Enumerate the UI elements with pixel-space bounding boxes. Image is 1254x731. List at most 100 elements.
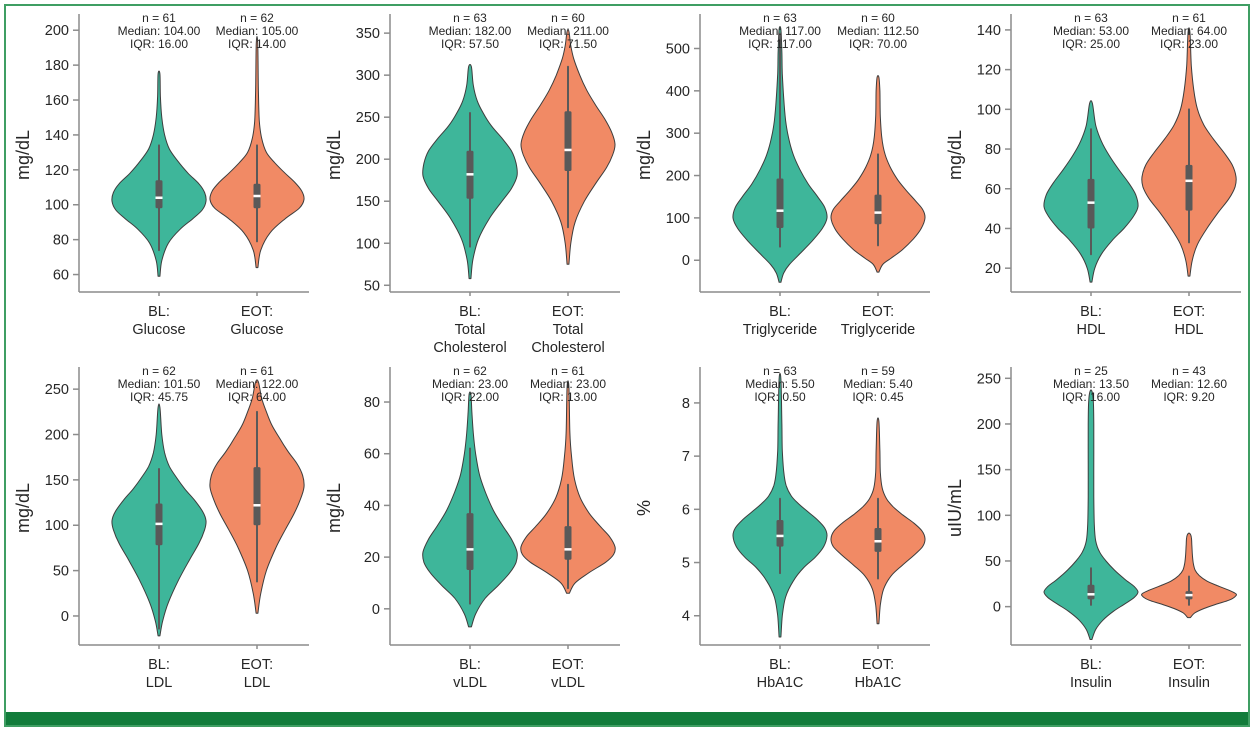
annotation-iqr: IQR: 0.45 bbox=[853, 390, 905, 404]
y-tick-label: 250 bbox=[356, 110, 380, 126]
annotation-iqr: IQR: 9.20 bbox=[1163, 390, 1215, 404]
x-tick-label: BL: bbox=[459, 657, 481, 673]
y-axis-label: % bbox=[634, 500, 654, 516]
y-tick-label: 100 bbox=[666, 211, 690, 227]
y-tick-label: 100 bbox=[45, 198, 69, 214]
y-tick-label: 60 bbox=[53, 268, 69, 284]
panel-total-cholesterol: mg/dL 50 100 150 200 250 300 350 n = 63 Median: 1… bbox=[317, 6, 628, 359]
iqr-box bbox=[155, 180, 163, 209]
panel-triglyceride: mg/dL 0 100 200 300 400 500 n = 63 Median: 117.0… bbox=[627, 6, 938, 359]
annotation-n: n = 62 bbox=[453, 364, 487, 378]
x-tick-label: Insulin bbox=[1070, 675, 1112, 691]
y-tick-label: 200 bbox=[356, 152, 380, 168]
x-tick-label: EOT: bbox=[552, 657, 584, 673]
annotation-n: n = 63 bbox=[453, 11, 487, 25]
y-tick-label: 150 bbox=[356, 194, 380, 210]
annotation-n: n = 61 bbox=[1172, 11, 1206, 25]
y-tick-label: 8 bbox=[682, 396, 690, 412]
median-dash bbox=[776, 209, 784, 212]
y-tick-label: 40 bbox=[985, 221, 1001, 237]
y-tick-label: 350 bbox=[356, 26, 380, 42]
x-tick-label: LDL bbox=[146, 675, 173, 691]
y-tick-label: 140 bbox=[977, 23, 1001, 39]
annotation-median: Median: 5.40 bbox=[844, 377, 914, 391]
panel-ldl: mg/dL 0 50 100 150 200 250 n = 62 Median: 101.50… bbox=[6, 359, 317, 712]
iqr-box bbox=[253, 467, 261, 526]
x-tick-label: BL: bbox=[769, 304, 791, 320]
annotation-iqr: IQR: 22.00 bbox=[441, 390, 499, 404]
annotation-iqr: IQR: 13.00 bbox=[539, 390, 597, 404]
y-tick-label: 100 bbox=[356, 236, 380, 252]
annotation-median: Median: 182.00 bbox=[428, 24, 511, 38]
annotation-n: n = 63 bbox=[1074, 11, 1108, 25]
y-tick-label: 20 bbox=[364, 550, 380, 566]
annotation-n: n = 25 bbox=[1074, 364, 1108, 378]
x-tick-label: Total bbox=[552, 322, 583, 338]
x-tick-label: BL: bbox=[148, 657, 170, 673]
annotation-median: Median: 64.00 bbox=[1151, 24, 1227, 38]
y-tick-label: 7 bbox=[682, 449, 690, 465]
iqr-box bbox=[1185, 164, 1193, 211]
x-tick-label: Total bbox=[454, 322, 485, 338]
y-tick-label: 120 bbox=[977, 63, 1001, 79]
y-tick-label: 80 bbox=[985, 142, 1001, 158]
y-tick-label: 200 bbox=[45, 23, 69, 39]
y-tick-label: 400 bbox=[666, 84, 690, 100]
y-tick-label: 300 bbox=[356, 68, 380, 84]
x-tick-label: BL: bbox=[1080, 304, 1102, 320]
annotation-iqr: IQR: 117.00 bbox=[748, 37, 812, 51]
x-tick-label: HDL bbox=[1174, 322, 1203, 338]
x-tick-label: Insulin bbox=[1168, 675, 1210, 691]
y-tick-label: 180 bbox=[45, 58, 69, 74]
median-dash bbox=[155, 522, 163, 526]
annotation-median: Median: 53.00 bbox=[1053, 24, 1129, 38]
panel-hba1c: % 4 5 6 7 8 n = 63 Median: 5.50 IQR: 0.50 BL: HbA1… bbox=[627, 359, 938, 712]
y-tick-label: 300 bbox=[666, 126, 690, 142]
annotation-median: Median: 211.00 bbox=[527, 24, 609, 38]
y-tick-label: 50 bbox=[364, 278, 380, 294]
annotation-n: n = 62 bbox=[142, 364, 176, 378]
median-dash bbox=[564, 548, 572, 551]
y-tick-label: 200 bbox=[45, 428, 69, 444]
y-tick-label: 80 bbox=[364, 395, 380, 411]
y-tick-label: 4 bbox=[682, 609, 690, 625]
panel-insulin: uIU/mL 0 50 100 150 200 250 n = 25 Median: 13.50… bbox=[938, 359, 1249, 712]
y-axis-label: mg/dL bbox=[13, 483, 33, 533]
median-dash bbox=[1185, 593, 1193, 597]
y-tick-label: 50 bbox=[53, 564, 69, 580]
y-tick-label: 0 bbox=[993, 600, 1001, 616]
y-tick-label: 60 bbox=[985, 182, 1001, 198]
annotation-n: n = 61 bbox=[240, 364, 274, 378]
y-tick-label: 100 bbox=[45, 518, 69, 534]
x-tick-label: HDL bbox=[1076, 322, 1105, 338]
y-tick-label: 200 bbox=[977, 417, 1001, 433]
x-tick-label: BL: bbox=[459, 304, 481, 320]
y-tick-label: 0 bbox=[682, 253, 690, 269]
annotation-median: Median: 117.00 bbox=[739, 24, 821, 38]
x-tick-label: EOT: bbox=[241, 657, 273, 673]
x-tick-label: vLDL bbox=[551, 675, 585, 691]
y-tick-label: 60 bbox=[364, 447, 380, 463]
iqr-box bbox=[1087, 584, 1095, 600]
y-tick-label: 20 bbox=[985, 261, 1001, 277]
annotation-median: Median: 104.00 bbox=[118, 24, 201, 38]
x-tick-label: BL: bbox=[1080, 657, 1102, 673]
violin-shape-bl bbox=[1043, 389, 1139, 640]
annotation-iqr: IQR: 45.75 bbox=[130, 390, 188, 404]
bottom-accent-bar bbox=[6, 712, 1248, 725]
iqr-box bbox=[776, 178, 784, 229]
y-tick-label: 40 bbox=[364, 498, 380, 514]
iqr-box bbox=[564, 526, 572, 560]
median-dash bbox=[155, 196, 163, 200]
annotation-median: Median: 112.50 bbox=[837, 24, 919, 38]
y-axis-label: mg/dL bbox=[324, 130, 344, 180]
y-tick-label: 0 bbox=[372, 602, 380, 618]
annotation-n: n = 63 bbox=[763, 364, 797, 378]
x-tick-label: EOT: bbox=[1173, 657, 1205, 673]
x-tick-label: Cholesterol bbox=[531, 340, 604, 356]
annotation-n: n = 60 bbox=[861, 11, 895, 25]
